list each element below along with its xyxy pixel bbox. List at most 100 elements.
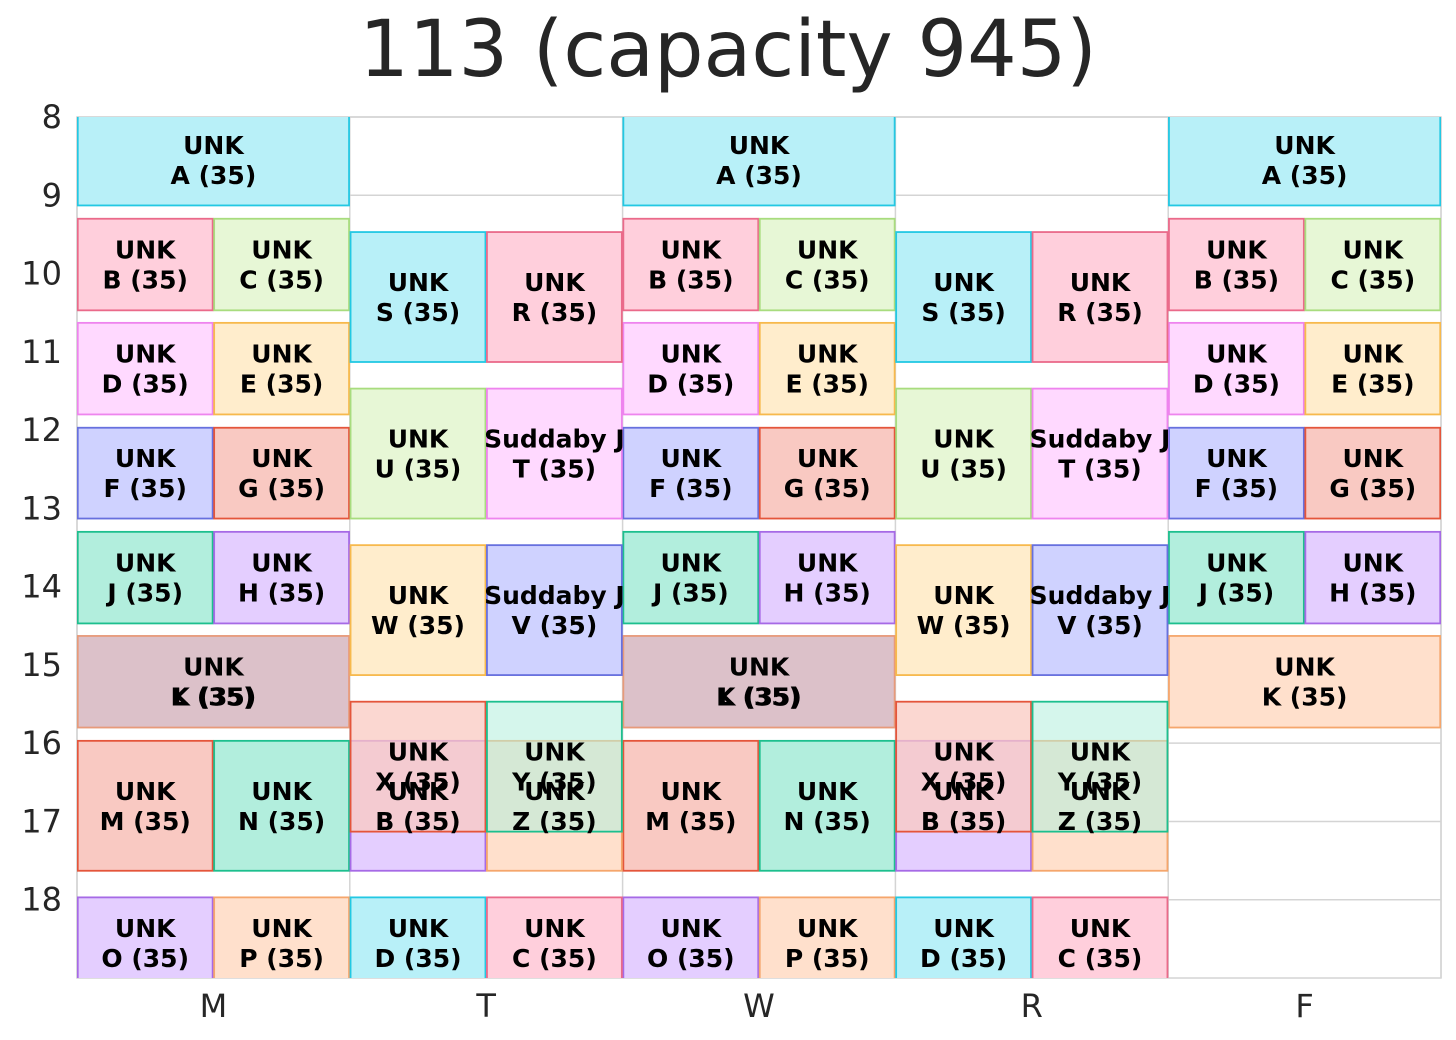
event-instructor: UNK (729, 653, 791, 682)
event-block (1304, 321, 1441, 416)
event-instructor: UNK (1206, 444, 1268, 473)
y-tick-label-12: 12 (21, 411, 62, 449)
event-section: S (35) (921, 298, 1005, 327)
event-block (622, 117, 896, 207)
event-instructor: Suddaby J (1030, 425, 1171, 454)
y-tick-label-8: 8 (42, 98, 62, 136)
event-section: A (35) (1262, 161, 1348, 190)
event-label: UNK S (35) (921, 268, 1005, 327)
event-section: P (35) (785, 944, 870, 973)
event-block (1168, 117, 1441, 207)
event-block (758, 426, 896, 520)
x-tick-label-W: W (743, 987, 775, 1025)
event-label: UNK W (35) (371, 581, 465, 640)
event-section: D (35) (647, 370, 734, 399)
chart-title: 113 (capacity 945) (359, 5, 1097, 95)
event-instructor: UNK (1342, 340, 1404, 369)
event-section: V (35) (1057, 611, 1143, 640)
event-label: UNK D (35) (1193, 340, 1280, 399)
event-instructor: UNK (251, 914, 313, 943)
event-instructor: UNK (115, 340, 177, 369)
event-block (77, 739, 214, 872)
event-label: UNK L (35) (718, 653, 800, 712)
event-instructor: UNK (797, 444, 859, 473)
event-section: R (35) (1057, 298, 1143, 327)
x-tick-label-F: F (1295, 987, 1313, 1025)
event-label: UNK J (35) (1197, 549, 1275, 608)
event-section: K (35) (716, 683, 802, 712)
event-instructor: UNK (660, 444, 722, 473)
event-block (213, 426, 350, 520)
event-section: N (35) (238, 807, 325, 836)
event-section: B (35) (102, 266, 187, 295)
event-section: L (35) (718, 683, 800, 712)
event-section: H (35) (238, 579, 325, 608)
event-label: UNK D (35) (374, 914, 461, 973)
event-instructor: UNK (388, 425, 450, 454)
event-instructor: UNK (388, 268, 450, 297)
event-section: C (35) (512, 944, 597, 973)
event-label: UNK C (35) (1330, 236, 1415, 295)
event-instructor: UNK (660, 777, 722, 806)
event-label: UNK C (35) (1058, 914, 1143, 973)
event-block (1168, 426, 1305, 520)
event-instructor: UNK (251, 340, 313, 369)
event-block (1168, 217, 1305, 312)
event-block (213, 896, 350, 978)
event-block (758, 217, 896, 312)
event-instructor: UNK (524, 268, 586, 297)
event-instructor: UNK (933, 738, 995, 767)
event-section: D (35) (1193, 370, 1280, 399)
event-instructor: UNK (660, 236, 722, 265)
event-block (1168, 530, 1305, 625)
event-section: K (35) (171, 683, 257, 712)
event-instructor: UNK (183, 131, 245, 160)
event-block (77, 117, 350, 207)
event-block (895, 231, 1032, 363)
event-label: UNK J (35) (651, 549, 729, 608)
event-block (622, 896, 760, 978)
event-section: E (35) (785, 370, 868, 399)
event-label: UNK P (35) (785, 914, 870, 973)
event-instructor: UNK (388, 738, 450, 767)
events-layer (77, 117, 1441, 978)
event-instructor: Suddaby J (484, 581, 625, 610)
event-instructor: UNK (933, 914, 995, 943)
event-label: K (35) (716, 683, 802, 712)
event-label: UNK B (35) (921, 777, 1006, 836)
event-section: Z (35) (1058, 807, 1142, 836)
event-section: U (35) (920, 455, 1007, 484)
event-label: UNK F (35) (103, 444, 186, 503)
event-label: UNK M (35) (100, 777, 191, 836)
event-label: UNK H (35) (784, 549, 871, 608)
event-section: D (35) (374, 944, 461, 973)
event-block (1031, 387, 1169, 520)
event-label: UNK R (35) (1057, 268, 1143, 327)
event-label: UNK B (35) (648, 236, 733, 295)
event-block (349, 544, 487, 676)
event-block (349, 896, 487, 978)
event-label: UNK O (35) (101, 914, 189, 973)
event-block (486, 896, 623, 978)
event-instructor: UNK (1342, 549, 1404, 578)
event-instructor: UNK (797, 914, 859, 943)
event-section: B (35) (1194, 266, 1279, 295)
event-block (1304, 217, 1441, 312)
x-tick-label-M: M (200, 987, 228, 1025)
event-label: UNK F (35) (649, 444, 732, 503)
event-block (349, 700, 487, 833)
event-block (622, 530, 760, 625)
event-block (895, 387, 1032, 520)
event-instructor: UNK (388, 914, 450, 943)
event-block (486, 700, 623, 833)
event-section: F (35) (1195, 474, 1278, 503)
event-label: UNK J (35) (105, 549, 183, 608)
event-section: T (35) (1058, 455, 1141, 484)
event-section: G (35) (1329, 474, 1416, 503)
event-block (622, 635, 896, 729)
event-instructor: UNK (1342, 444, 1404, 473)
event-label: UNK E (35) (785, 340, 868, 399)
